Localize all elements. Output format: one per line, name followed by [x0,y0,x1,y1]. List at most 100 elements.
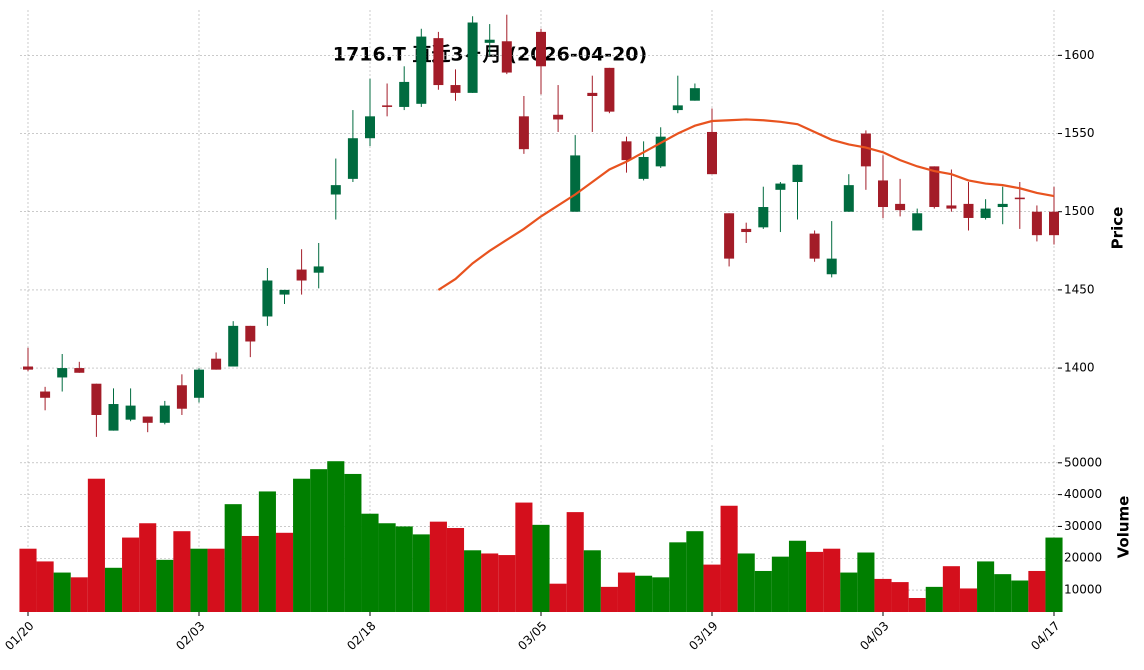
volume-bar [942,566,960,612]
candle-body [142,416,153,423]
volume-bar [481,553,499,612]
volume-bar [122,537,140,612]
volume-bar [446,528,465,612]
volume-bar [857,552,875,612]
candle-body [536,31,546,67]
candle-body [194,369,204,398]
volume-bar [190,548,208,612]
volume-bar [1028,570,1046,612]
volume-bar [139,523,157,612]
candle-body [296,269,307,281]
candle-body [689,88,700,101]
candle-body [758,207,769,228]
y2-tick-label: 50000 [1064,455,1102,469]
volume-bar [498,555,516,612]
volume-bar [378,523,396,612]
volume-bar [754,570,772,612]
candle-body [347,138,358,179]
candle-body [57,368,68,378]
candle-body [860,133,871,167]
candle-body [1014,197,1025,200]
candle-body [638,156,649,179]
x-tick-label: 02/18 [344,619,378,653]
volume-bar [173,531,191,612]
volume-bar [53,572,71,612]
candle-body [467,22,478,93]
volume-bar [156,559,174,612]
volume-bar [70,577,88,612]
candle-body [741,228,752,233]
volume-bar [840,572,858,612]
volume-bar [994,574,1012,612]
y-axis-label: Price [1109,207,1127,250]
candle-body [262,280,273,317]
x-tick-label: 02/03 [173,619,207,653]
candle-body [518,116,529,150]
candle-body [211,358,222,370]
candle-body [40,391,51,398]
volume-bar [327,461,345,612]
candle-body [91,383,102,415]
candle-body [792,164,803,182]
x-tick-label: 03/19 [686,619,720,653]
candle-body [946,205,957,209]
y-tick-label: 1450 [1064,282,1095,296]
volume-bar [395,526,413,612]
candle-body [313,266,324,273]
candle-body [724,213,735,259]
volume-bar [771,556,789,612]
volume-bar [293,478,311,612]
volume-bar [87,478,105,612]
y2-tick-label: 40000 [1064,487,1102,501]
volume-bar [464,550,482,612]
volume-bar [977,561,995,612]
candle-body [963,203,974,218]
volume-bar [412,534,430,612]
candle-body [878,180,888,208]
x-tick-label: 03/05 [515,619,549,653]
volume-bar [241,535,259,612]
candle-body [365,116,375,139]
y-tick-label: 1400 [1064,361,1095,375]
volume-bar [104,567,123,612]
x-tick-label: 04/17 [1028,619,1062,653]
candle-body [23,366,33,370]
volume-bar [583,550,601,612]
y2-tick-label: 20000 [1064,551,1102,565]
volume-bar [600,586,618,612]
candle-body [125,405,136,420]
volume-bar [788,540,807,612]
candle-body [450,85,461,93]
volume-bar [275,532,294,612]
volume-bar [1011,580,1029,612]
x-tick-label: 04/03 [857,619,891,653]
y-tick-label: 1600 [1064,48,1095,62]
candle-body [159,405,170,423]
volume-bar [515,502,533,612]
candle-body [176,385,187,409]
volume-bar [703,564,721,612]
volume-bar [566,512,584,612]
moving-average-line [437,118,1055,291]
volume-bar [908,598,926,612]
candle-body [809,233,820,259]
candle-body [433,38,444,86]
y-tick-label: 1500 [1064,204,1095,218]
volume-bar [532,524,550,612]
x-tick-label: 01/20 [2,619,36,653]
candle-body [895,203,906,211]
candle-body [621,141,632,161]
candle-body [570,155,581,212]
candle-body [1031,211,1042,236]
volume-bar [258,491,276,612]
candle-body [707,131,717,175]
y2-axis-label: Volume [1115,496,1133,559]
candle-body [108,404,119,431]
candle-body [553,114,564,120]
volume-bar [669,542,687,612]
candle-body [228,325,239,367]
volume-bar [737,553,755,612]
y-tick-label: 1550 [1064,126,1095,140]
